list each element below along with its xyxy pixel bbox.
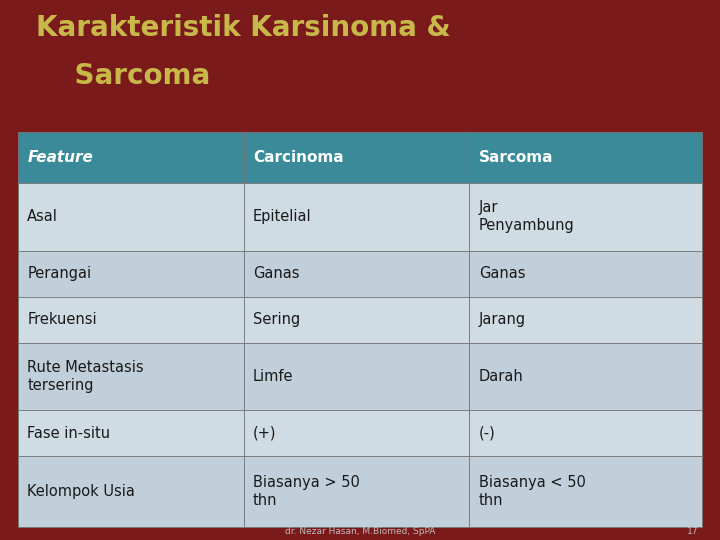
- Text: Ganas: Ganas: [253, 266, 300, 281]
- Text: Biasanya > 50
thn: Biasanya > 50 thn: [253, 475, 360, 508]
- Bar: [18, 342, 243, 410]
- Bar: [18, 296, 243, 342]
- Text: Perangai: Perangai: [27, 266, 91, 281]
- Text: Limfe: Limfe: [253, 369, 294, 384]
- Text: Fase in-situ: Fase in-situ: [27, 426, 110, 441]
- Bar: [18, 456, 243, 526]
- Bar: [469, 456, 702, 526]
- Bar: [469, 183, 702, 251]
- Bar: [469, 132, 702, 183]
- Bar: [469, 251, 702, 296]
- Bar: [469, 296, 702, 342]
- Bar: [243, 251, 469, 296]
- Text: Sering: Sering: [253, 312, 300, 327]
- Text: Rute Metastasis
tersering: Rute Metastasis tersering: [27, 360, 144, 393]
- Text: Epitelial: Epitelial: [253, 209, 312, 224]
- Bar: [18, 132, 243, 183]
- Text: dr. Nezar Hasan, M.Biomed, SpPA: dr. Nezar Hasan, M.Biomed, SpPA: [285, 526, 435, 536]
- Bar: [243, 296, 469, 342]
- Text: 17: 17: [687, 526, 698, 536]
- Bar: [243, 183, 469, 251]
- Text: Sarcoma: Sarcoma: [36, 62, 210, 90]
- Text: Feature: Feature: [27, 150, 93, 165]
- Bar: [243, 456, 469, 526]
- Text: Ganas: Ganas: [479, 266, 526, 281]
- Text: Sarcoma: Sarcoma: [479, 150, 553, 165]
- Text: Kelompok Usia: Kelompok Usia: [27, 484, 135, 499]
- Bar: [469, 410, 702, 456]
- Bar: [243, 410, 469, 456]
- Bar: [18, 183, 243, 251]
- Text: (-): (-): [479, 426, 495, 441]
- Bar: [18, 251, 243, 296]
- Text: (+): (+): [253, 426, 276, 441]
- Text: Biasanya < 50
thn: Biasanya < 50 thn: [479, 475, 585, 508]
- Bar: [18, 410, 243, 456]
- Text: Jarang: Jarang: [479, 312, 526, 327]
- Text: Darah: Darah: [479, 369, 523, 384]
- Bar: [243, 132, 469, 183]
- Bar: [243, 342, 469, 410]
- Text: Asal: Asal: [27, 209, 58, 224]
- Text: Carcinoma: Carcinoma: [253, 150, 343, 165]
- Text: Karakteristik Karsinoma &: Karakteristik Karsinoma &: [36, 14, 451, 42]
- Text: Frekuensi: Frekuensi: [27, 312, 97, 327]
- Bar: [469, 342, 702, 410]
- Text: Jar
Penyambung: Jar Penyambung: [479, 200, 575, 233]
